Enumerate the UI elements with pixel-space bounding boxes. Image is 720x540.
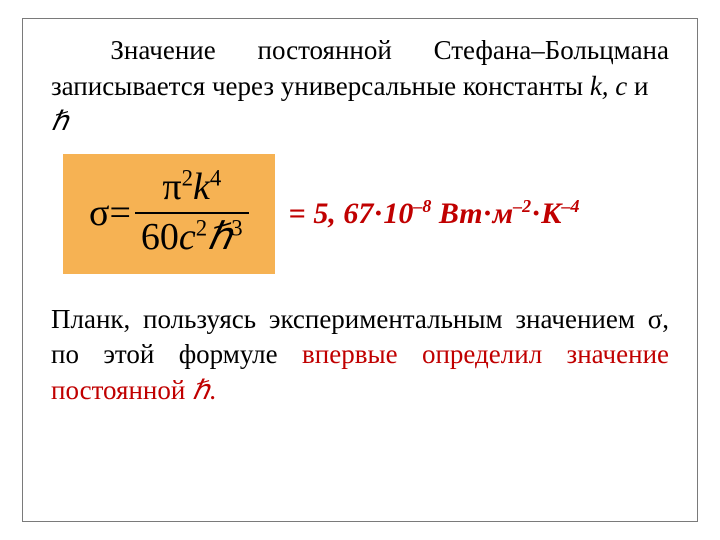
intro-k: k, <box>590 71 609 101</box>
value-k-exp: –4 <box>562 196 580 216</box>
value-ten: 10 <box>383 197 413 230</box>
intro-paragraph: Значение постоянной Стефана–Больцмана за… <box>51 33 669 140</box>
den-c-pow: 2 <box>196 215 207 240</box>
num-pi: π <box>162 166 181 208</box>
intro-and: и <box>627 71 648 101</box>
numerator: π2k4 <box>156 168 227 208</box>
den-hbar-pow: 3 <box>231 215 242 240</box>
value-unit-m: м <box>493 197 514 230</box>
den-hbar: ℏ <box>207 216 231 258</box>
intro-hbar: ℏ <box>51 106 68 136</box>
num-pi-pow: 2 <box>182 165 193 190</box>
intro-c: c <box>615 71 627 101</box>
value-coeff: 5, 67 <box>313 197 373 230</box>
value-m-exp: –2 <box>513 196 531 216</box>
fraction: π2k4 60c2ℏ3 <box>135 168 249 258</box>
num-k: k <box>193 166 210 208</box>
equals-sign: = <box>109 191 130 235</box>
value-eq: = <box>289 197 314 230</box>
value-dot2: · <box>483 197 493 230</box>
conclusion-paragraph: Планк, пользуясь экспериментальным значе… <box>51 302 669 409</box>
p2-a: Планк, пользуясь экспериментальным значе… <box>51 304 648 334</box>
intro-text: Значение постоянной Стефана–Больцмана за… <box>51 35 669 101</box>
den-60: 60 <box>141 216 179 258</box>
den-c: c <box>179 216 196 258</box>
slide: Значение постоянной Стефана–Больцмана за… <box>0 0 720 540</box>
content-frame: Значение постоянной Стефана–Больцмана за… <box>22 18 698 522</box>
sigma-symbol: σ <box>89 191 109 235</box>
formula-box: σ = π2k4 60c2ℏ3 <box>63 154 275 274</box>
numeric-value: = 5, 67·10–8 Вт·м–2·К–4 <box>289 197 580 231</box>
value-ten-exp: –8 <box>413 196 431 216</box>
denominator: 60c2ℏ3 <box>135 218 249 258</box>
fraction-bar <box>135 212 249 214</box>
p2-hbar: ℏ <box>192 375 209 405</box>
value-unit-k: К <box>541 197 561 230</box>
formula-row: σ = π2k4 60c2ℏ3 = 5, 67·10–8 Вт·м–2·К–4 <box>63 154 669 274</box>
value-unit-w: Вт <box>431 197 482 230</box>
value-dot1: · <box>373 197 383 230</box>
num-k-pow: 4 <box>210 165 221 190</box>
formula-expression: σ = π2k4 60c2ℏ3 <box>89 168 249 258</box>
value-dot3: · <box>531 197 541 230</box>
p2-sigma: σ <box>648 304 663 334</box>
p2-period: . <box>209 375 216 405</box>
